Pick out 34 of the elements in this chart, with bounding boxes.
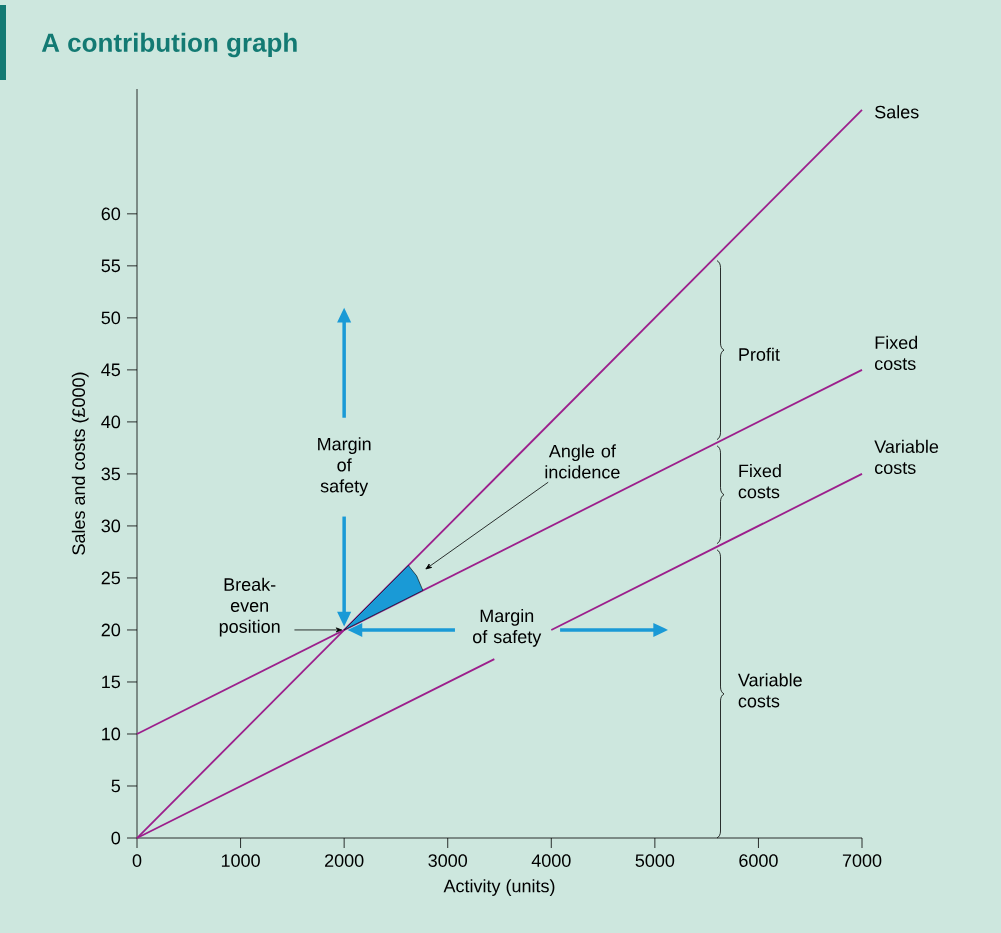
y-tick-label: 35 bbox=[101, 467, 121, 481]
y-tick-label: 40 bbox=[101, 415, 121, 429]
x-tick-label: 5000 bbox=[635, 854, 675, 867]
chart-title: A contribution graph bbox=[41, 32, 297, 58]
annotation: Profit bbox=[739, 347, 780, 361]
annotation: Fixed costs bbox=[738, 464, 781, 499]
annotation: Variable costs bbox=[738, 673, 802, 708]
annotation: Break-even position bbox=[219, 577, 280, 637]
y-tick-label: 60 bbox=[101, 207, 121, 221]
y-tick-label: 50 bbox=[101, 311, 121, 325]
x-tick-label: 7000 bbox=[842, 854, 882, 867]
x-tick-label: 0 bbox=[132, 854, 142, 867]
y-tick-label: 45 bbox=[101, 363, 121, 377]
y-tick-label: 25 bbox=[101, 571, 121, 585]
y-tick-label: 0 bbox=[111, 831, 121, 845]
series-label: Sales bbox=[875, 105, 919, 119]
annotation: Margin of safety bbox=[472, 608, 542, 647]
y-tick-label: 10 bbox=[102, 727, 121, 741]
y-tick-label: 30 bbox=[101, 519, 121, 533]
annotation: Margin of safety bbox=[318, 437, 371, 497]
y-tick-label: 15 bbox=[102, 675, 121, 689]
y-tick-label: 55 bbox=[101, 259, 121, 273]
y-tick-label: 20 bbox=[101, 623, 121, 637]
series-label: Variable costs bbox=[874, 439, 939, 475]
y-axis-title: Sales and costs (£000) bbox=[71, 372, 89, 555]
y-tick-label: 5 bbox=[111, 779, 121, 793]
annotation: Angle of incidence bbox=[545, 444, 620, 479]
x-tick-label: 2000 bbox=[325, 854, 364, 867]
x-tick-label: 6000 bbox=[739, 854, 778, 867]
x-tick-label: 3000 bbox=[428, 854, 468, 867]
series-label: Fixed costs bbox=[874, 335, 918, 370]
x-tick-label: 4000 bbox=[531, 854, 571, 867]
x-axis-title: Activity (units) bbox=[443, 879, 555, 896]
x-tick-label: 1000 bbox=[221, 854, 260, 867]
